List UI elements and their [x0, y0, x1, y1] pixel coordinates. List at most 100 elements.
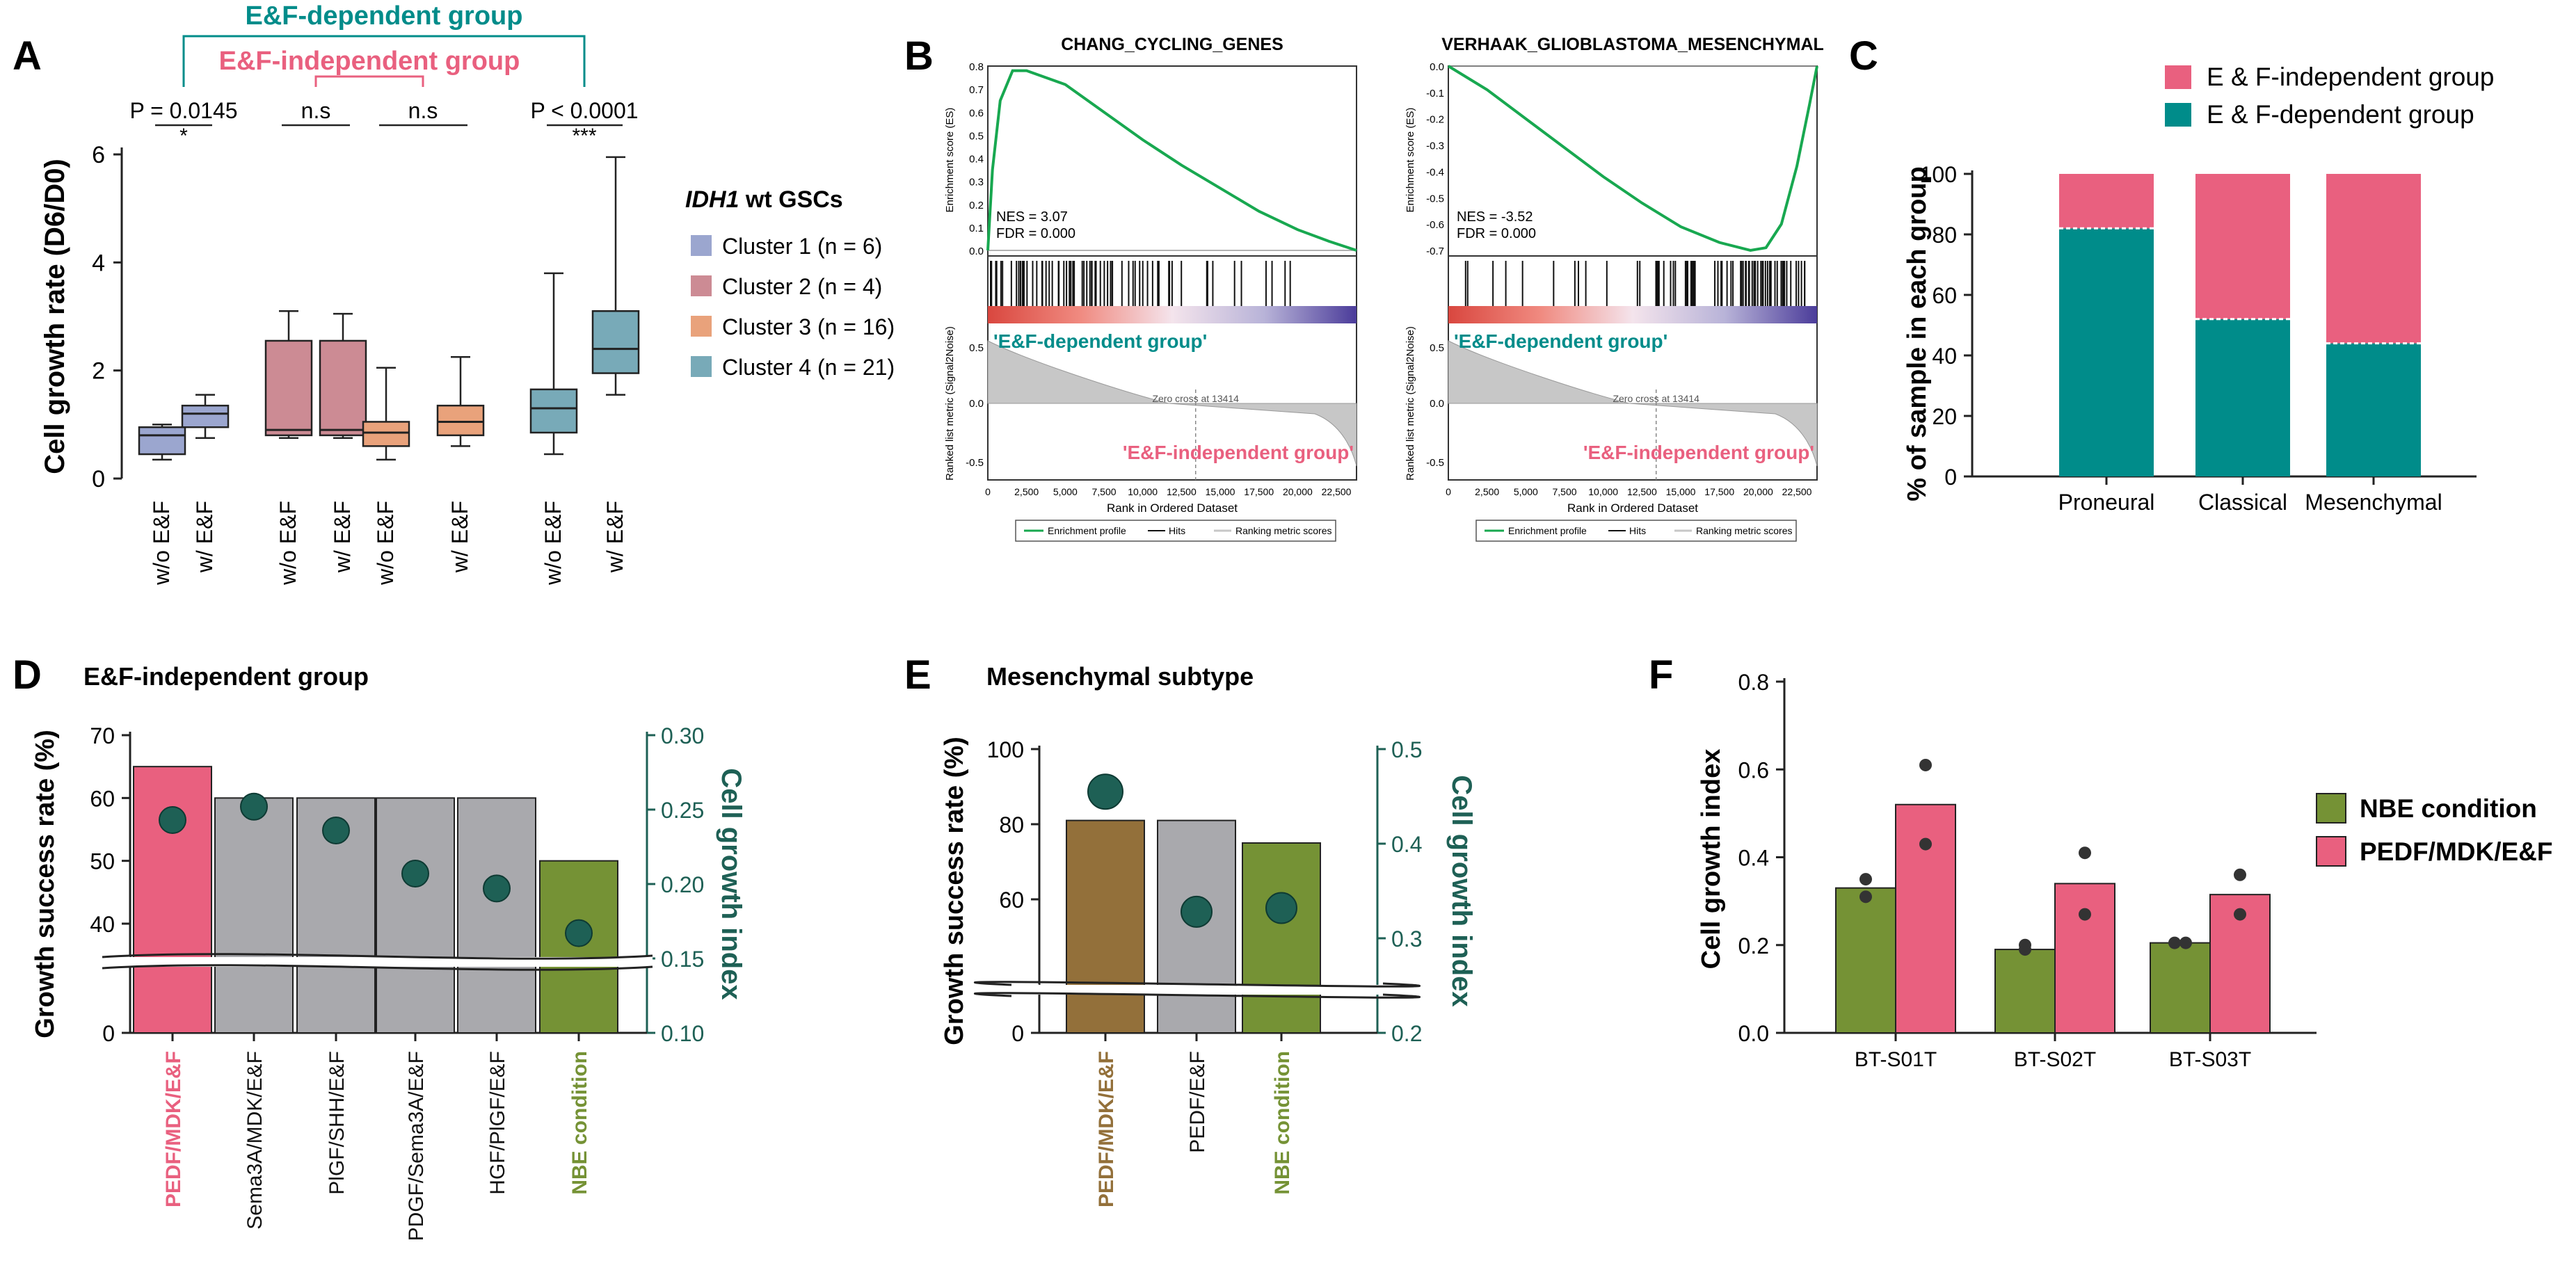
rank-tick-label: 0.5 [969, 342, 984, 354]
x-tick-label: 0 [985, 486, 991, 497]
growth-index-dot [1265, 892, 1297, 924]
legend-swatch [2316, 836, 2346, 867]
x-tick-label: BT-S02T [2014, 1048, 2096, 1071]
x-tick-label: 2,500 [1475, 486, 1499, 497]
independent-group-label: 'E&F-independent group' [1123, 442, 1354, 463]
legend-swatch [691, 356, 712, 377]
legend-swatch [691, 275, 712, 296]
replicate-point [2168, 936, 2181, 949]
replicate-point [1919, 758, 1932, 771]
replicate-point [2079, 908, 2091, 921]
growth-index-dot [159, 805, 186, 834]
es-tick-label: -0.3 [1426, 140, 1444, 152]
es-tick-label: -0.7 [1426, 246, 1444, 257]
y-tick-label: 0.0 [1738, 1021, 1769, 1046]
x-tick-label: 20,000 [1283, 486, 1313, 497]
axis-break-line [102, 964, 653, 971]
zero-cross-label: Zero cross at 13414 [1152, 393, 1239, 404]
y-axis-title: % of sample in each group [1903, 166, 1932, 501]
rank-tick-label: -0.5 [966, 457, 984, 469]
x-tick-label: 12,500 [1627, 486, 1657, 497]
x-tick-label: Classical [2198, 490, 2287, 515]
p-value-label: n.s [301, 98, 331, 123]
es-tick-label: 0.0 [969, 246, 984, 257]
x-tick-label: w/o E&F [373, 501, 398, 586]
fdr-label: FDR = 0.000 [996, 226, 1075, 241]
panel-e-bar-dual-axis: Mesenchymal subtype 0 60 80 100 0.2 0.3 0.4 0.5 G… [940, 662, 1477, 1207]
y-axis-title: Cell growth rate (D6/D0) [40, 159, 70, 474]
group-label-dependent: E&F-dependent group [246, 1, 523, 31]
legend-title-italic: IDH1 [685, 186, 739, 213]
panel-f-grouped-bar: 0.0 0.2 0.4 0.6 0.8 Cell growth index BT-S01T B… [1697, 670, 2553, 1071]
x-axis-title: Rank in Ordered Dataset [1107, 501, 1238, 515]
right-y-tick-label: 0.20 [661, 872, 704, 897]
growth-index-dot [565, 919, 593, 947]
legend-swatch-independent [2165, 65, 2191, 89]
x-tick-label: BT-S01T [1855, 1048, 1937, 1071]
legend-ranking-label: Ranking metric scores [1235, 525, 1332, 536]
right-y-axis-title: Cell growth index [716, 768, 746, 999]
y-tick-label: 0.2 [1738, 933, 1769, 958]
x-tick-label: PEDF/MDK/E&F [162, 1051, 185, 1207]
replicate-point [1859, 890, 1872, 903]
x-tick-label: 10,000 [1128, 486, 1158, 497]
gsea-title: CHANG_CYCLING_GENES [1061, 35, 1283, 54]
x-tick-label: w/o E&F [275, 501, 301, 586]
bar-dependent [2059, 228, 2154, 476]
es-tick-label: 0.8 [969, 61, 984, 73]
dependent-group-label: 'E&F-dependent group' [1454, 330, 1667, 352]
x-tick-label: 7,500 [1091, 486, 1116, 497]
panel-letter-b: B [904, 33, 934, 79]
es-tick-label: 0.0 [1430, 61, 1444, 73]
es-tick-label: -0.2 [1426, 114, 1444, 126]
legend-label: Cluster 4 (n = 21) [722, 355, 895, 380]
gsea-frame [987, 65, 1357, 481]
ranked-metric-area [987, 340, 1357, 467]
y-tick-label: 100 [1920, 162, 1957, 187]
y-tick-label: 20 [1932, 404, 1957, 429]
x-tick-label: 5,000 [1053, 486, 1078, 497]
x-tick-label: 17,500 [1704, 486, 1734, 497]
x-tick-label: HGF/PlGF/E&F [486, 1051, 509, 1195]
x-tick-label: NBE condition [568, 1051, 591, 1195]
replicate-point [1919, 837, 1932, 851]
axis-break-line [102, 953, 653, 960]
bar-pedf [2054, 883, 2115, 1034]
bracket-dependent [182, 35, 586, 87]
replicate-point [2019, 938, 2031, 951]
ranking-color-bar [988, 306, 1357, 323]
x-axis-title: Rank in Ordered Dataset [1567, 501, 1698, 515]
left-y-axis-title: Growth success rate (%) [31, 730, 60, 1038]
box [181, 404, 230, 428]
right-y-tick-label: 0.3 [1391, 926, 1422, 951]
x-tick-label: 7,500 [1552, 486, 1576, 497]
right-y-axis-title: Cell growth index [1446, 775, 1477, 1006]
bar-independent [2326, 174, 2421, 344]
enrichment-profile-line [986, 69, 1357, 252]
y-tick-label: 80 [1932, 223, 1957, 248]
left-y-tick-label: 80 [999, 812, 1024, 837]
bar [457, 797, 536, 1034]
bracket-independent [314, 75, 424, 87]
box [362, 421, 410, 447]
replicate-point [2079, 846, 2091, 860]
axis-break-mask [102, 953, 653, 967]
axis-break-line [973, 981, 1421, 988]
left-y-tick-label: 60 [999, 887, 1024, 913]
es-axis-title: Enrichment score (ES) [1405, 108, 1416, 213]
y-tick-label: 0.6 [1738, 757, 1769, 782]
x-tick-label: w/o E&F [149, 501, 174, 586]
p-value-label: n.s [408, 98, 438, 123]
x-tick-label: Proneural [2058, 490, 2155, 515]
growth-index-dot [1087, 773, 1123, 810]
x-tick-label: w/ E&F [330, 501, 355, 573]
es-tick-label: 0.3 [969, 177, 984, 188]
gsea-title: VERHAAK_GLIOBLASTOMA_MESENCHYMAL [1441, 35, 1824, 54]
significance-stars: *** [572, 125, 596, 147]
legend-label-independent: E & F-independent group [2207, 63, 2494, 91]
es-tick-label: 0.1 [969, 223, 984, 234]
x-tick-label: PEDF/MDK/E&F [1095, 1051, 1118, 1207]
bar-independent [2059, 174, 2154, 229]
legend-hits-label: Hits [1629, 525, 1646, 536]
panel-letter-f: F [1649, 652, 1673, 698]
